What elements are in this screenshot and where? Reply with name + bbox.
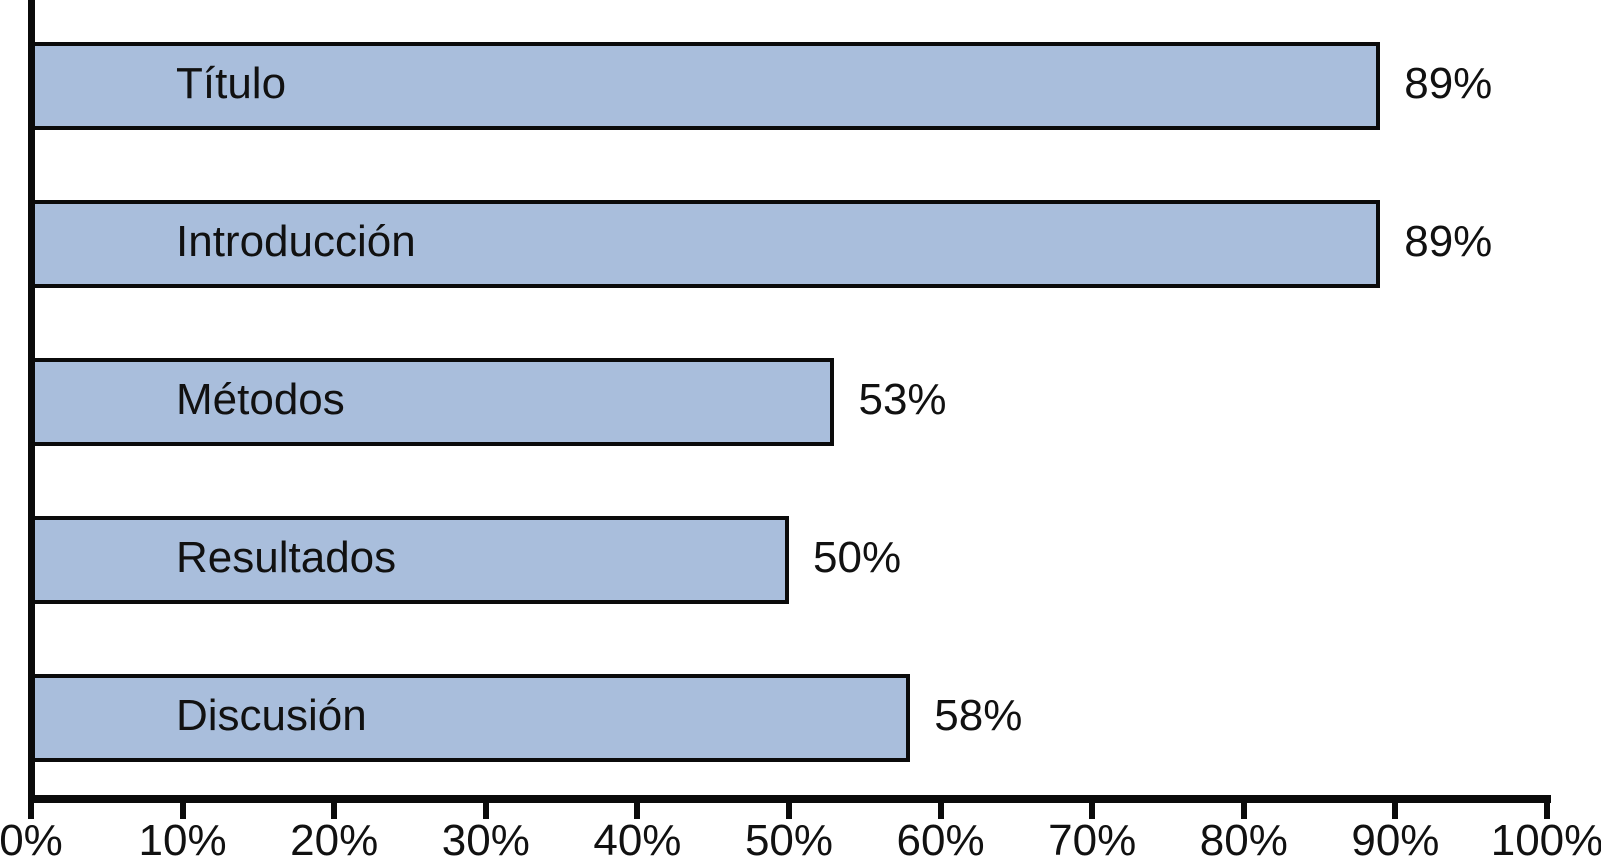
x-axis-tick-label: 10% [138,816,227,864]
bar: Introducción [31,200,1381,288]
x-axis-tick [331,803,338,819]
x-axis-tick [1240,803,1247,819]
bar-value-label: 89% [1404,217,1493,266]
bar-value-label: 53% [858,375,947,424]
x-axis-tick [634,803,641,819]
bar-value-label: 50% [813,533,902,582]
bar-category-label: Métodos [176,375,345,424]
x-axis-tick [1089,803,1096,819]
bar-category-label: Título [176,59,287,108]
x-axis-tick [937,803,944,819]
x-axis-tick-label: 90% [1351,816,1440,864]
x-axis-tick-label: 50% [744,816,834,864]
bar-category-label: Discusión [176,691,367,740]
x-axis-tick [28,803,34,819]
x-axis-tick-label: 20% [290,816,379,864]
x-axis-tick [179,803,186,819]
x-axis-tick [1392,803,1399,819]
bar: Discusión [31,674,911,762]
x-axis-tick [786,803,792,819]
x-axis-tick-label: 0% [0,816,63,864]
x-axis-tick-label: 80% [1199,816,1288,864]
x-axis-tick-label: 70% [1048,816,1137,864]
bar: Título [31,42,1381,130]
bar: Métodos [31,358,835,446]
x-axis-tick-label: 40% [593,816,682,864]
bar-value-label: 58% [934,691,1023,740]
bar-value-label: 89% [1404,59,1493,108]
bar: Resultados [31,516,789,604]
x-axis-tick-label: 100% [1490,816,1601,864]
x-axis-tick [482,803,489,819]
bar-category-label: Resultados [176,533,397,582]
x-axis-tick [1544,803,1550,819]
x-axis-tick-label: 30% [441,816,530,864]
x-axis-line [28,795,1551,803]
x-axis-tick-label: 60% [896,816,985,864]
bar-category-label: Introducción [176,217,416,266]
